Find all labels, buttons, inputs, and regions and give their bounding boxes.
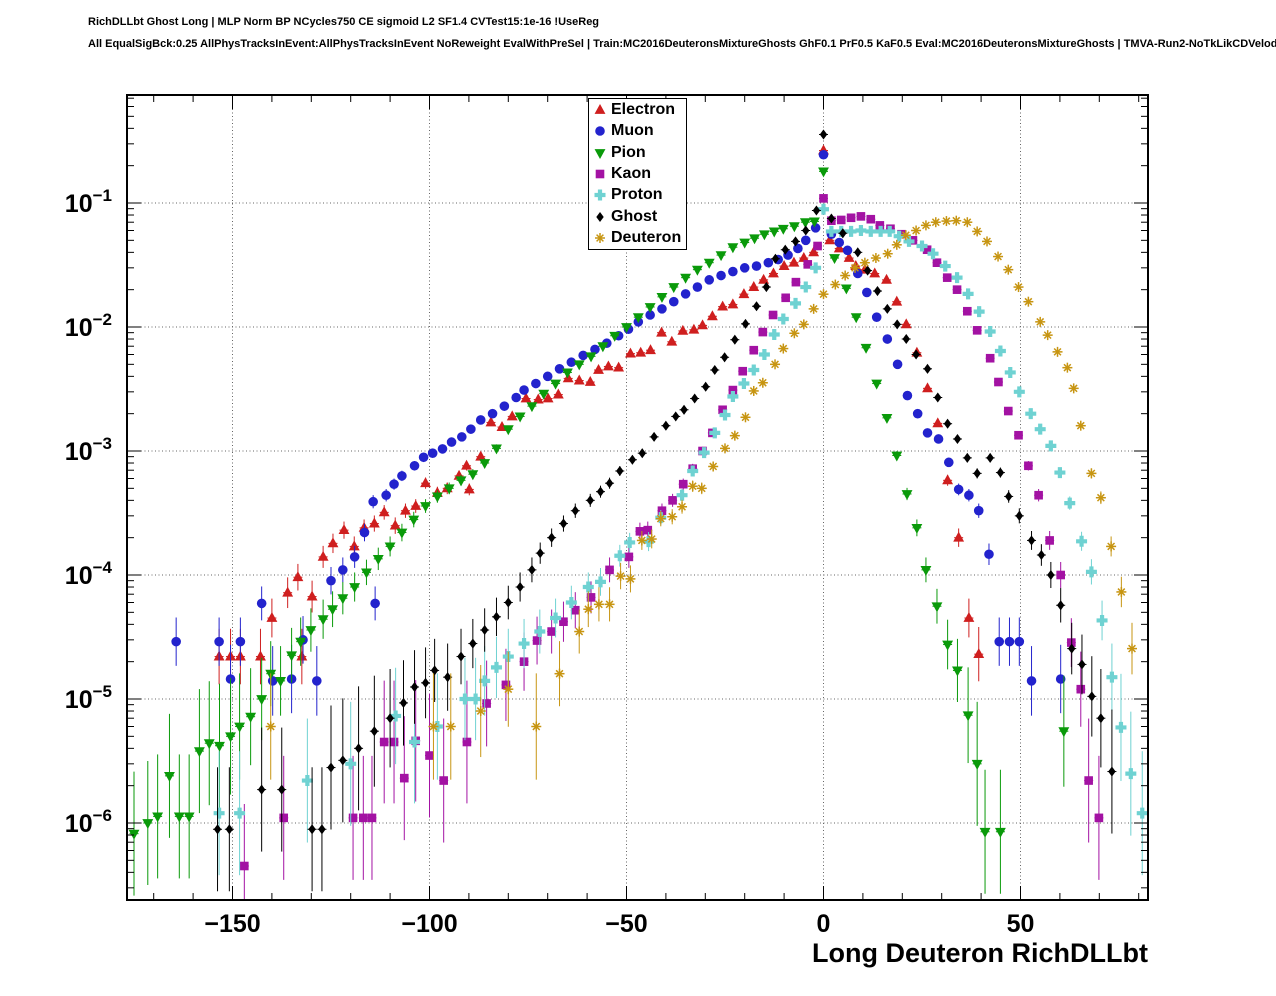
triangle-up-icon	[594, 103, 606, 114]
x-tick-label: −150	[204, 910, 260, 938]
series-deuteron	[265, 215, 1138, 780]
square-icon	[595, 169, 605, 179]
x-tick-label: −100	[401, 910, 457, 938]
series-proton	[213, 203, 1148, 876]
series-electron	[213, 144, 985, 685]
plot-title-line2: All EqualSigBck:0.25 AllPhysTracksInEven…	[88, 38, 1276, 50]
x-axis-tick-labels: −150 −100 −50 0 50	[204, 910, 1034, 938]
diamond-icon	[596, 211, 604, 222]
y-tick-label: 10−1	[65, 186, 112, 218]
plot-frame	[126, 94, 1149, 901]
legend-box: Electron Muon Pion Kaon Proton Ghost Deuteron	[588, 98, 687, 250]
x-tick-label: 50	[1007, 910, 1035, 938]
series-muon	[171, 149, 1066, 716]
y-axis-tick-labels: 10−1 10−2 10−3 10−4 10−5 10−6	[65, 186, 113, 838]
y-tick-label: 10−5	[65, 682, 112, 714]
triangle-down-icon	[594, 148, 606, 159]
series-ghost	[213, 129, 1117, 892]
legend-label: Muon	[611, 122, 654, 140]
axis-ticks	[127, 95, 1148, 900]
legend-item-kaon: Kaon	[589, 163, 686, 184]
legend-item-electron: Electron	[589, 99, 686, 120]
legend-item-proton: Proton	[589, 185, 686, 206]
plot-title-line1: RichDLLbt Ghost Long | MLP Norm BP NCycl…	[88, 16, 600, 28]
legend-label: Proton	[611, 186, 663, 204]
y-tick-label: 10−6	[65, 806, 112, 838]
legend-label: Kaon	[611, 164, 651, 182]
x-axis-title: Long Deuteron RichDLLbt	[812, 938, 1148, 968]
star-icon	[595, 233, 605, 244]
legend-item-pion: Pion	[589, 142, 686, 163]
legend-label: Deuteron	[611, 229, 682, 247]
legend-label: Ghost	[611, 207, 658, 225]
legend-item-ghost: Ghost	[589, 206, 686, 227]
y-tick-label: 10−2	[65, 310, 112, 342]
x-tick-label: −50	[605, 910, 647, 938]
legend-label: Pion	[611, 143, 646, 161]
circle-icon	[595, 126, 605, 136]
y-tick-label: 10−4	[65, 558, 113, 590]
legend-item-deuteron: Deuteron	[589, 228, 686, 249]
y-tick-label: 10−3	[65, 434, 112, 466]
legend-item-muon: Muon	[589, 120, 686, 141]
series-layer	[128, 129, 1148, 900]
x-tick-label: 0	[817, 910, 831, 938]
plus-icon	[594, 189, 606, 201]
series-pion	[128, 167, 1070, 896]
legend-label: Electron	[611, 100, 676, 118]
